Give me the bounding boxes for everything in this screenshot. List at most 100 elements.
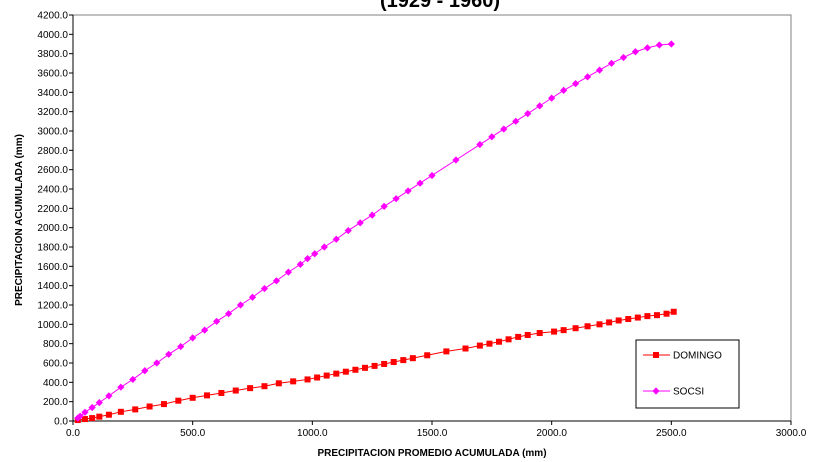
x-tick-label: 0.0: [66, 428, 80, 439]
x-tick-label: 1500.0: [417, 428, 448, 439]
data-point-domingo: [261, 383, 268, 390]
y-tick-label: 3200.0: [37, 107, 68, 118]
y-tick-label: 3400.0: [37, 88, 68, 99]
data-point-socsi: [105, 392, 113, 400]
data-point-socsi: [583, 73, 592, 81]
x-tick-label: 1000.0: [297, 428, 328, 439]
data-point-socsi: [595, 66, 604, 74]
data-point-domingo: [247, 385, 254, 392]
data-point-domingo: [663, 310, 670, 317]
data-point-socsi: [260, 284, 269, 293]
data-point-socsi: [619, 53, 628, 62]
series-domingo: [74, 308, 677, 424]
data-point-socsi: [284, 268, 292, 276]
data-point-domingo: [551, 328, 558, 335]
series-layer: [74, 40, 677, 424]
series-socsi: [74, 40, 675, 422]
data-point-socsi: [380, 202, 388, 210]
data-point-domingo: [232, 387, 239, 394]
data-point-domingo: [304, 376, 311, 383]
y-tick-label: 2800.0: [37, 146, 68, 157]
chart-title: (1929 - 1960): [380, 0, 500, 12]
data-point-socsi: [76, 412, 84, 420]
y-tick-label: 400.0: [43, 378, 68, 389]
x-tick-label: 3000.0: [776, 428, 807, 439]
data-point-domingo: [275, 380, 282, 387]
data-point-socsi: [141, 367, 149, 375]
data-point-domingo: [572, 325, 579, 332]
legend-marker-domingo: [653, 352, 659, 358]
data-point-socsi: [607, 59, 616, 67]
data-point-domingo: [105, 411, 112, 418]
data-point-socsi: [404, 187, 412, 195]
data-point-domingo: [505, 336, 512, 343]
data-point-socsi: [201, 326, 209, 334]
data-point-domingo: [361, 364, 368, 371]
data-point-socsi: [476, 140, 484, 149]
y-tick-label: 2000.0: [37, 223, 68, 234]
data-point-socsi: [272, 277, 281, 285]
legend: DOMINGO SOCSI: [635, 339, 740, 409]
data-point-socsi: [356, 219, 364, 227]
y-tick-label: 3600.0: [37, 69, 68, 80]
y-tick-label: 2600.0: [37, 165, 68, 176]
data-point-domingo: [476, 342, 483, 349]
y-tick-label: 800.0: [43, 339, 68, 350]
data-point-domingo: [615, 317, 622, 324]
data-point-domingo: [390, 359, 397, 366]
data-point-domingo: [352, 366, 359, 373]
data-point-domingo: [175, 397, 182, 404]
data-point-socsi: [117, 383, 125, 391]
y-axis-title: PRECIPITACION ACUMULADA (mm): [14, 134, 25, 306]
y-tick-label: 600.0: [43, 359, 68, 370]
data-point-socsi: [224, 310, 233, 318]
data-point-domingo: [400, 357, 407, 364]
data-point-socsi: [88, 403, 96, 412]
y-tick-label: 4200.0: [37, 11, 68, 22]
data-point-domingo: [443, 348, 450, 355]
y-tick-label: 1800.0: [37, 243, 68, 254]
data-point-domingo: [625, 316, 632, 323]
data-point-domingo: [160, 401, 167, 408]
data-point-domingo: [96, 413, 103, 420]
x-tick-label: 2500.0: [656, 428, 687, 439]
data-point-socsi: [452, 156, 460, 164]
data-point-domingo: [496, 338, 503, 345]
y-tick-label: 4000.0: [37, 30, 68, 41]
y-tick-label: 3800.0: [37, 49, 68, 60]
data-point-socsi: [213, 317, 221, 326]
data-point-socsi: [643, 44, 651, 52]
data-point-socsi: [81, 408, 89, 416]
data-point-socsi: [248, 293, 257, 301]
x-axis-title: PRECIPITACION PROMEDIO ACUMULADA (mm): [317, 448, 546, 459]
series-line-socsi: [77, 43, 672, 419]
data-point-domingo: [89, 415, 96, 422]
data-point-socsi: [74, 414, 82, 422]
data-point-domingo: [323, 372, 330, 379]
data-point-domingo: [670, 308, 677, 315]
data-point-socsi: [416, 179, 424, 187]
y-tick-label: 200.0: [43, 397, 68, 408]
data-point-domingo: [146, 403, 153, 410]
data-point-socsi: [548, 94, 556, 102]
y-tick-label: 3000.0: [37, 127, 68, 138]
data-point-socsi: [189, 334, 197, 342]
data-point-socsi: [655, 41, 663, 49]
data-point-domingo: [644, 313, 651, 320]
data-point-socsi: [95, 399, 103, 407]
data-point-domingo: [204, 392, 211, 399]
data-point-domingo: [424, 352, 431, 359]
data-point-domingo: [189, 394, 196, 401]
data-point-socsi: [572, 80, 580, 88]
data-point-domingo: [290, 378, 297, 385]
y-tick-label: 1600.0: [37, 262, 68, 273]
data-point-domingo: [560, 327, 567, 334]
x-tick-label: 500.0: [180, 428, 205, 439]
data-point-socsi: [296, 260, 304, 268]
data-point-domingo: [81, 416, 88, 423]
data-point-domingo: [462, 345, 469, 352]
data-point-domingo: [596, 321, 603, 328]
x-tick-label: 2000.0: [536, 428, 567, 439]
data-point-domingo: [653, 312, 660, 319]
data-point-socsi: [177, 342, 185, 351]
